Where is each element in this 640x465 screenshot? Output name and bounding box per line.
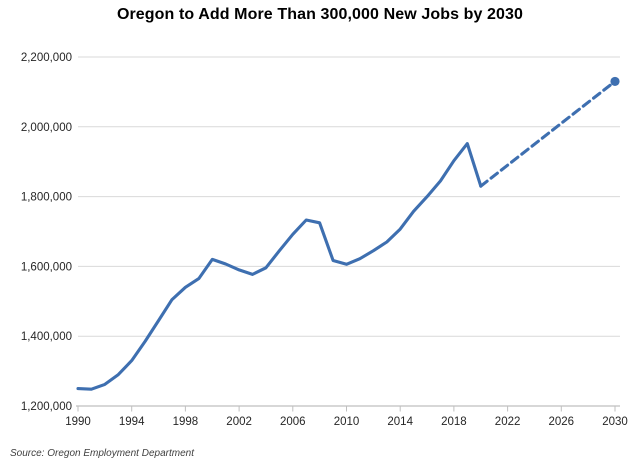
source-note: Source: Oregon Employment Department bbox=[10, 448, 194, 459]
y-tick-label: 1,200,000 bbox=[21, 401, 72, 413]
x-tick-label: 2022 bbox=[495, 416, 521, 428]
historical-employment-line bbox=[76, 142, 483, 391]
x-tick-label: 2030 bbox=[602, 416, 628, 428]
y-tick-label: 1,800,000 bbox=[21, 192, 72, 204]
y-tick-label: 2,000,000 bbox=[21, 122, 72, 134]
y-tick-label: 2,200,000 bbox=[21, 52, 72, 64]
chart-title: Oregon to Add More Than 300,000 New Jobs… bbox=[116, 6, 524, 23]
y-tick-label: 1,600,000 bbox=[21, 261, 72, 273]
forecast-line bbox=[479, 79, 617, 188]
forecast-endpoint-marker bbox=[610, 76, 620, 87]
x-tick-label: 2010 bbox=[334, 416, 360, 428]
x-tick-label: 2006 bbox=[280, 416, 306, 428]
x-tick-label: 1998 bbox=[173, 416, 199, 428]
x-tick-label: 2018 bbox=[441, 416, 467, 428]
x-tick-label: 2014 bbox=[387, 416, 413, 428]
x-tick-label: 2002 bbox=[226, 416, 252, 428]
x-tick-label: 1994 bbox=[119, 416, 145, 428]
y-tick-label: 1,400,000 bbox=[21, 331, 72, 343]
x-tick-label: 2026 bbox=[549, 416, 575, 428]
x-tick-label: 1990 bbox=[65, 416, 91, 428]
